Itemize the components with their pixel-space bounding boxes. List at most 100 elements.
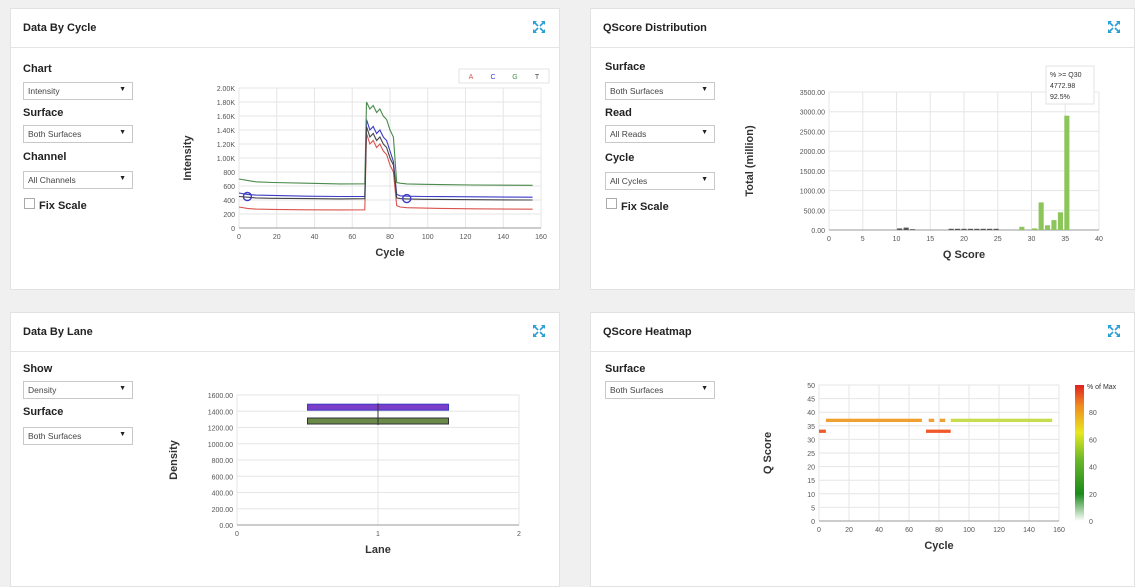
histogram-bar [910,229,916,230]
y-tick-label: 25 [807,451,815,458]
annotation-box [1045,65,1095,105]
x-tick-label: 20 [273,234,281,241]
x-tick-label: 5 [861,236,865,243]
x-tick-label: 120 [993,527,1005,534]
y-tick-label: 200.00 [212,507,234,514]
y-tick-label: 2500.00 [800,129,825,136]
y-tick-label: 800 [223,170,235,177]
x-tick-label: 35 [1061,236,1069,243]
qscore-heatmap-panel: QScore Heatmap Surface Both Surfaces ▼ 0 5… [590,312,1135,587]
histogram-bar [948,228,954,230]
histogram-bar [1032,228,1038,230]
legend-entry-a: A [469,74,474,81]
y-tick-label: 15 [807,478,815,485]
y-tick-label: 1.80K [217,100,236,107]
chevron-down-icon: ▼ [701,129,708,136]
cycle-select[interactable]: All Cycles ▼ [605,172,715,190]
x-tick-label: 60 [348,234,356,241]
y-tick-label: 400.00 [212,491,234,498]
y-tick-label: 1.00K [217,156,236,163]
histogram-bar [980,228,986,230]
y-tick-label: 0 [811,519,815,526]
surface-label: Surface [605,61,646,73]
histogram-bar [1038,202,1044,230]
chart-select[interactable]: Intensity ▼ [23,82,133,100]
panel-header: QScore Heatmap [591,313,1134,352]
expand-arrows-icon[interactable] [531,19,547,35]
x-tick-label: 40 [311,234,319,241]
density-chart: 0.00 200.00 400.00 600.00 800.00 1000.00 1200.… [168,393,521,556]
surface-select[interactable]: Both Surfaces ▼ [605,82,715,100]
panel-title: QScore Distribution [603,22,707,34]
histogram-bar [903,227,909,230]
read-select-value: All Reads [610,129,647,139]
x-tick-label: 0 [235,531,239,538]
color-scale-tick: 60 [1089,437,1097,444]
read-label: Read [605,107,632,119]
surface-label: Surface [23,107,64,119]
x-tick-label: 0 [817,527,821,534]
surface-select[interactable]: Both Surfaces ▼ [605,381,715,399]
histogram-bar [1045,225,1051,230]
y-tick-label: 600.00 [212,474,234,481]
chevron-down-icon: ▼ [119,86,126,93]
x-tick-label: 40 [1095,236,1103,243]
surface-select-value: Both Surfaces [28,431,82,441]
surface-label: Surface [23,406,64,418]
heatmap-cell [939,418,946,422]
legend-entry-t: T [535,74,540,81]
y-tick-label: 2000.00 [800,149,825,156]
show-select-value: Density [28,385,57,395]
annotation-line: % >= Q30 [1050,72,1082,79]
fix-scale-checkbox[interactable] [24,198,35,209]
chevron-down-icon: ▼ [119,431,126,438]
color-scale-tick: 40 [1089,465,1097,472]
expand-arrows-icon[interactable] [1106,323,1122,339]
channel-select[interactable]: All Channels ▼ [23,171,133,189]
show-select[interactable]: Density ▼ [23,381,133,399]
surface-select-value: Both Surfaces [610,385,664,395]
chevron-down-icon: ▼ [701,385,708,392]
cycle-select-value: All Cycles [610,176,648,186]
y-tick-label: 1.40K [217,128,236,135]
histogram-bar [955,228,961,230]
surface-select-value: Both Surfaces [28,129,82,139]
y-tick-label: 1400.00 [208,409,233,416]
y-tick-label: 1500.00 [800,169,825,176]
surface-select[interactable]: Both Surfaces ▼ [23,125,133,143]
color-scale-bar [1075,385,1084,521]
histogram-bar [1051,220,1057,230]
x-axis-title: Cycle [375,247,404,259]
histogram-bar [961,228,967,230]
fix-scale-checkbox[interactable] [606,198,617,209]
x-tick-label: 20 [960,236,968,243]
expand-arrows-icon[interactable] [1106,19,1122,35]
y-tick-label: 0.00 [219,523,233,530]
histogram-bar [987,228,993,230]
surface-select[interactable]: Both Surfaces ▼ [23,427,133,445]
x-axis-title: Q Score [943,249,985,261]
read-select[interactable]: All Reads ▼ [605,125,715,143]
y-tick-label: 50 [807,383,815,390]
y-axis-title: Intensity [182,135,194,181]
expand-arrows-icon[interactable] [531,323,547,339]
x-tick-label: 80 [935,527,943,534]
fix-scale-label: Fix Scale [39,200,87,212]
qscore-distribution-chart: 0.00 500.00 1000.00 1500.00 2000.00 2500.00 30… [744,65,1103,261]
x-tick-label: 100 [422,234,434,241]
color-scale-tick: 0 [1089,519,1093,526]
marker-point [242,191,253,202]
panel-title: Data By Lane [23,326,93,338]
y-tick-label: 1600.00 [208,393,233,400]
surface-select-value: Both Surfaces [610,86,664,96]
x-tick-label: 160 [535,234,547,241]
y-tick-label: 1000.00 [800,189,825,196]
chevron-down-icon: ▼ [119,175,126,182]
panel-header: QScore Distribution [591,9,1134,48]
chevron-down-icon: ▼ [701,176,708,183]
y-tick-label: 10 [807,492,815,499]
heatmap-cell [950,418,1053,422]
chevron-down-icon: ▼ [701,86,708,93]
annotation-line: 4772.98 [1050,83,1075,90]
y-axis-title: Total (million) [744,125,756,197]
